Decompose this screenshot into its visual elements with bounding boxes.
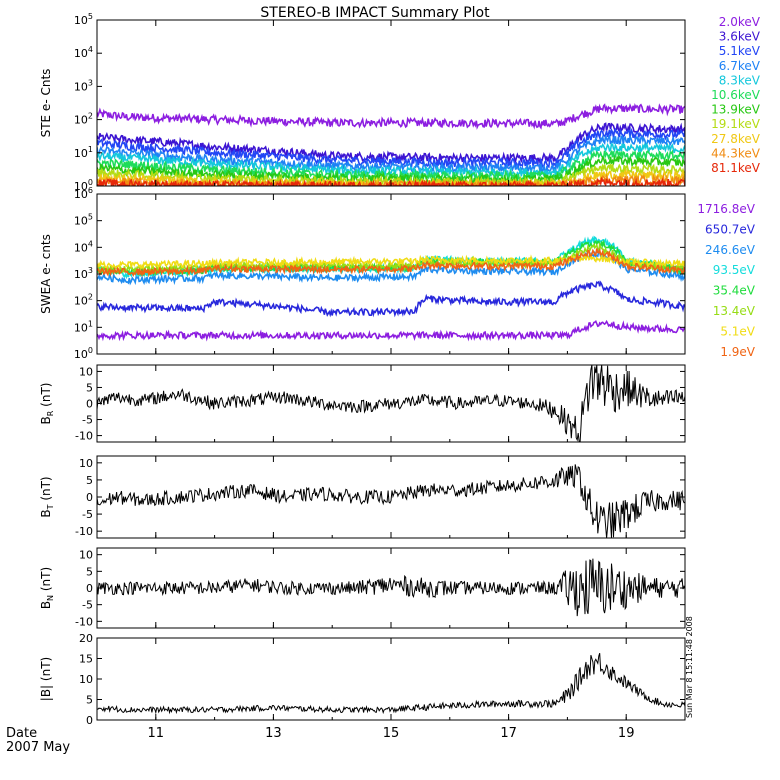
y-tick-label: 103	[74, 266, 93, 281]
y-tick-label: 5	[86, 694, 93, 707]
legend-entry-10.6keV: 10.6keV	[711, 88, 761, 102]
x-tick-label: 13	[265, 726, 282, 741]
y-tick-label: 10	[79, 457, 93, 470]
y-tick-label: 0	[86, 714, 93, 727]
series-line-1716.8eV	[97, 319, 685, 342]
panel-2: 100 101 102 103 104 105 106 SWEA e- cnts	[39, 186, 686, 361]
series-line-5.1keV	[97, 126, 685, 171]
x-tick-label: 11	[148, 726, 165, 741]
x-tick-label: 15	[383, 726, 400, 741]
x-tick-labels: 11 13 15 17 19	[148, 726, 635, 741]
y-axis-label: |B| (nT)	[39, 657, 53, 701]
series-line-13.9keV	[97, 155, 685, 186]
legend-entry-6.7keV: 6.7keV	[719, 59, 761, 73]
y-tick-label: 5	[86, 474, 93, 487]
date-label: Date	[6, 726, 37, 741]
x-tick-label: 17	[500, 726, 517, 741]
y-tick-label: 100	[74, 346, 93, 361]
y-tick-label: 106	[74, 186, 93, 201]
y-axis-label: SWEA e- cnts	[39, 234, 53, 314]
legend-entry-2.0keV: 2.0keV	[719, 15, 761, 29]
y-tick-label: 0	[86, 582, 93, 595]
series-line-650.7eV	[97, 280, 685, 318]
series-line-3.6keV	[97, 122, 685, 166]
x-tick-label: 19	[618, 726, 635, 741]
series-line-2.0keV	[97, 103, 685, 130]
legend-entry-35.4eV: 35.4eV	[713, 284, 756, 298]
legend-entry-1716.8eV: 1716.8eV	[697, 202, 755, 216]
y-axis-label: BN (nT)	[39, 567, 55, 609]
y-tick-label: 104	[74, 239, 93, 254]
legends: 2.0keV3.6keV5.1keV6.7keV8.3keV10.6keV13.…	[697, 15, 760, 359]
series-line-1.9eV	[97, 247, 685, 278]
y-tick-label: 103	[74, 78, 93, 93]
panel-6-traces	[97, 652, 685, 715]
legend-entry-5.1eV: 5.1eV	[720, 324, 755, 338]
y-tick-label: 0	[86, 491, 93, 504]
series-line-1	[97, 464, 685, 538]
legend-entry-13.9keV: 13.9keV	[711, 103, 761, 117]
y-tick-label: 104	[74, 45, 93, 60]
y-tick-label: -5	[82, 414, 93, 427]
panel-3-traces	[97, 365, 685, 442]
legend-entry-650.7eV: 650.7eV	[705, 222, 756, 236]
legend-entry-5.1keV: 5.1keV	[719, 44, 761, 58]
legend-entry-3.6keV: 3.6keV	[719, 30, 761, 44]
panel-6: 0 5 10 15 20 |B| (nT)	[39, 632, 686, 727]
y-tick-label: 102	[74, 112, 93, 127]
y-tick-label: -10	[75, 525, 93, 538]
y-tick-label: 0	[86, 398, 93, 411]
y-tick-label: 10	[79, 549, 93, 562]
legend-entry-8.3keV: 8.3keV	[719, 73, 761, 87]
y-tick-label: -5	[82, 508, 93, 521]
panel-4: -10 -5 0 5 10 BT (nT)	[39, 455, 686, 539]
legend-entry-93.5eV: 93.5eV	[713, 263, 756, 277]
y-tick-label: -5	[82, 599, 93, 612]
legend-entry-1.9eV: 1.9eV	[720, 345, 755, 359]
y-tick-label: 5	[86, 381, 93, 394]
legend-entry-81.1keV: 81.1keV	[711, 161, 761, 175]
y-tick-label: 20	[79, 632, 93, 645]
y-tick-label: 15	[79, 653, 93, 666]
legend-entry-246.6eV: 246.6eV	[705, 243, 756, 257]
legend-entry-13.4eV: 13.4eV	[713, 304, 756, 318]
y-axis-label: BR (nT)	[39, 383, 55, 425]
y-tick-label: 102	[74, 293, 93, 308]
plot-title: STEREO-B IMPACT Summary Plot	[260, 5, 490, 21]
y-tick-label: 10	[79, 365, 93, 378]
y-tick-label: 105	[74, 12, 93, 27]
y-tick-label: -10	[75, 430, 93, 443]
series-line-1	[97, 558, 685, 617]
legend-entry-44.3keV: 44.3keV	[711, 146, 761, 160]
y-tick-label: -10	[75, 615, 93, 628]
y-axis-label: STE e- Cnts	[39, 69, 53, 138]
legend-entry-27.8keV: 27.8keV	[711, 132, 761, 146]
series-line-1	[97, 652, 685, 715]
panel-5: -10 -5 0 5 10 BN (nT)	[39, 547, 686, 629]
y-tick-label: 10	[79, 673, 93, 686]
panel-4-traces	[97, 464, 685, 538]
panel-2-traces	[97, 235, 685, 342]
panel-1-traces	[97, 103, 685, 186]
timestamp-stamp: Sun Mar 8 15:11:48 2008	[685, 616, 694, 718]
series-line-1	[97, 365, 685, 442]
y-axis-label: BT (nT)	[39, 476, 55, 517]
series-line-8.3keV	[97, 141, 685, 179]
panel-5-traces	[97, 558, 685, 617]
y-tick-label: 5	[86, 565, 93, 578]
date-value: 2007 May	[6, 740, 70, 755]
panel-3: -10 -5 0 5 10 BR (nT)	[39, 364, 686, 443]
series-line-6.7keV	[97, 133, 685, 175]
y-tick-label: 105	[74, 213, 93, 228]
legend-entry-19.1keV: 19.1keV	[711, 117, 761, 131]
y-tick-label: 101	[74, 145, 93, 160]
y-tick-label: 101	[74, 319, 93, 334]
